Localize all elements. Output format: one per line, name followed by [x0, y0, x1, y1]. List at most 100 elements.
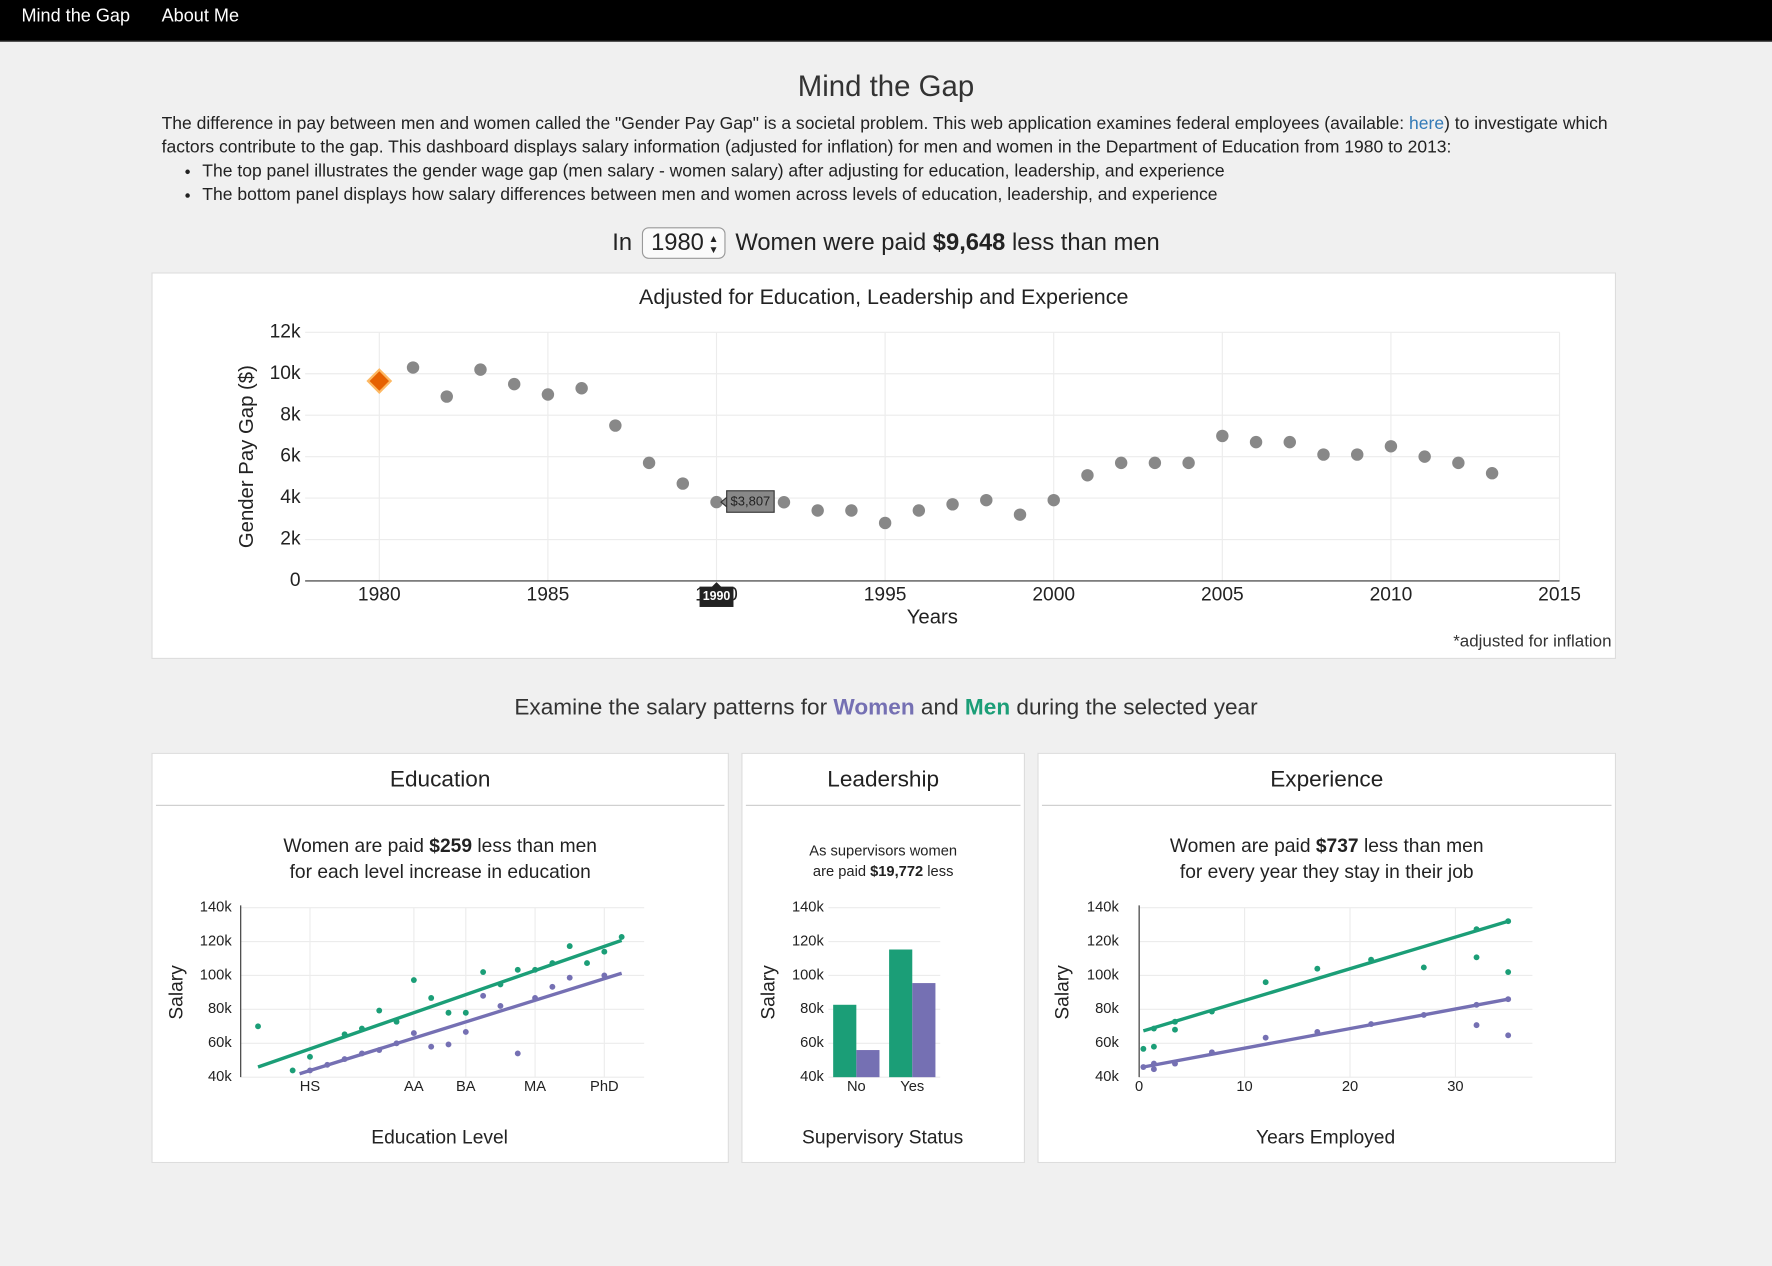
- fit-line: [257, 938, 623, 1069]
- point: [462, 1028, 469, 1035]
- panel-title: Leadership: [827, 767, 940, 793]
- point: [289, 1067, 296, 1074]
- x-axis-label: Years: [907, 607, 958, 629]
- point: [480, 969, 487, 975]
- point: [1114, 456, 1128, 470]
- bar: [912, 983, 936, 1078]
- x-tick-label: 2015: [1538, 585, 1581, 606]
- point: [1473, 1001, 1480, 1008]
- y-axis-label: Salary: [759, 965, 780, 1020]
- nav-link[interactable]: Mind the Gap: [21, 6, 131, 26]
- point: [410, 1030, 417, 1037]
- x-tick-label: PhD: [590, 1079, 619, 1095]
- point: [1418, 450, 1431, 463]
- subtitle-text: for each level increase in education: [289, 861, 591, 883]
- y-axis-label: Gender Pay Gap ($): [236, 365, 258, 548]
- x-tick-label: HS: [300, 1079, 321, 1095]
- data-link[interactable]: here: [1409, 114, 1445, 134]
- bar: [889, 949, 913, 1078]
- subtitle-amount: $737: [1315, 835, 1359, 857]
- tooltip-label: $3,807: [731, 494, 771, 509]
- x-tick-label: 30: [1447, 1079, 1463, 1095]
- section-text: Examine the salary patterns for: [514, 695, 828, 721]
- subtitle-text: less: [923, 862, 954, 880]
- y-axis-label: Salary: [1053, 965, 1074, 1020]
- point: [462, 1009, 469, 1016]
- point: [642, 456, 656, 470]
- y-tick-label: 60k: [1095, 1035, 1119, 1051]
- headline-text: Women were paid: [735, 229, 927, 256]
- point: [1148, 456, 1162, 470]
- y-tick-label: 6k: [280, 446, 301, 467]
- y-tick-label: 100k: [792, 967, 825, 983]
- bar: [833, 1004, 857, 1078]
- point: [811, 504, 824, 517]
- point: [1150, 1066, 1157, 1073]
- point: [1350, 448, 1364, 461]
- bullet: The bottom panel displays how salary dif…: [202, 183, 1619, 207]
- subtitle-text: Women are paid: [283, 835, 430, 857]
- panel-title: Education: [389, 767, 491, 793]
- x-tick-label: BA: [456, 1079, 476, 1095]
- y-tick-label: 100k: [1087, 967, 1120, 983]
- section-text: and: [920, 695, 959, 721]
- x-axis-label: Supervisory Status: [802, 1127, 963, 1148]
- y-axis-label: Salary: [167, 965, 188, 1020]
- y-tick-label: 60k: [800, 1035, 824, 1051]
- x-tick-label: 1985: [527, 585, 570, 606]
- point: [324, 1061, 331, 1068]
- y-tick-label: 4k: [280, 487, 301, 508]
- point: [845, 504, 858, 517]
- intro-text: The difference in pay between men and wo…: [161, 114, 1410, 134]
- subtitle-text: As supervisors women: [809, 842, 958, 860]
- point: [445, 1041, 452, 1048]
- point: [1317, 448, 1330, 461]
- y-tick-label: 120k: [792, 933, 825, 949]
- nav-link[interactable]: About Me: [161, 6, 239, 26]
- point: [575, 382, 588, 395]
- y-tick-label: 140k: [200, 900, 233, 916]
- experience-panel: Experience Women are paid $737 less than …: [1037, 752, 1617, 1164]
- subtitle-line: for every year they stay in their job: [1039, 861, 1615, 884]
- point: [507, 377, 521, 391]
- x-tooltip: [699, 586, 734, 607]
- point: [1150, 1043, 1157, 1050]
- point: [609, 419, 622, 432]
- point: [541, 388, 555, 401]
- point: [676, 477, 690, 490]
- y-tick-label: 80k: [208, 1001, 232, 1017]
- point: [428, 995, 435, 1001]
- point: [549, 960, 556, 967]
- navbar: Mind the Gap About Me: [0, 0, 1772, 42]
- point: [777, 496, 791, 509]
- point: [1283, 435, 1296, 449]
- subtitle-amount: $259: [429, 835, 473, 857]
- point: [1314, 1028, 1321, 1035]
- panel-rule: [155, 804, 725, 806]
- point: [980, 493, 993, 507]
- point: [601, 948, 608, 955]
- point: [428, 1043, 435, 1050]
- y-tick-label: 120k: [1087, 933, 1120, 949]
- panel-title: Experience: [1270, 767, 1384, 793]
- point: [584, 960, 590, 967]
- y-tick-label: 10k: [270, 363, 301, 384]
- point: [1182, 456, 1195, 470]
- headline-text: less than men: [1011, 229, 1160, 256]
- point: [255, 1023, 261, 1030]
- point: [1485, 467, 1499, 480]
- subtitle-line: for each level increase in education: [153, 861, 728, 884]
- x-tick-label: 2000: [1032, 585, 1075, 606]
- x-tick-label: 20: [1342, 1079, 1358, 1095]
- intro: The difference in pay between men and wo…: [162, 112, 1620, 207]
- point: [878, 516, 892, 530]
- x-tick-label: 10: [1236, 1079, 1252, 1095]
- legend-men: Men: [964, 695, 1011, 721]
- point: [1473, 954, 1480, 961]
- year-select[interactable]: 1980 ▲ ▼: [642, 227, 726, 259]
- point: [1452, 456, 1465, 470]
- point: [1081, 469, 1094, 482]
- point: [1172, 1026, 1178, 1033]
